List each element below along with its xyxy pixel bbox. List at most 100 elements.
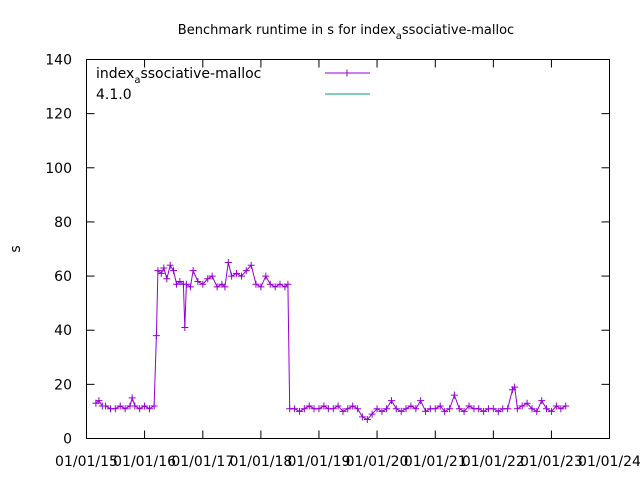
data-point-indexassociative-malloc-51 (291, 405, 299, 413)
data-point-indexassociative-malloc-61 (339, 407, 347, 415)
data-point-indexassociative-malloc-87 (465, 402, 473, 410)
data-point-indexassociative-malloc-29 (194, 277, 202, 285)
data-point-indexassociative-malloc-77 (417, 397, 425, 405)
data-point-indexassociative-malloc-71 (388, 397, 396, 405)
data-point-indexassociative-malloc-52 (296, 407, 304, 415)
y-tick-label-40: 40 (54, 323, 72, 339)
data-point-indexassociative-malloc-70 (383, 405, 391, 413)
data-point-indexassociative-malloc-103 (538, 397, 546, 405)
data-point-indexassociative-malloc-97 (511, 383, 519, 391)
legend-label-4-1-0: 4.1.0 (96, 87, 132, 103)
data-point-indexassociative-malloc-63 (349, 402, 357, 410)
data-point-indexassociative-malloc-49 (284, 280, 292, 288)
data-point-indexassociative-malloc-86 (460, 407, 468, 415)
data-point-indexassociative-malloc-81 (436, 402, 444, 410)
legend-label-index-associative-malloc: indexassociative-malloc (96, 66, 261, 86)
data-point-indexassociative-malloc-74 (402, 405, 410, 413)
data-point-indexassociative-malloc-92 (489, 405, 497, 413)
data-point-indexassociative-malloc-35 (221, 283, 229, 291)
data-point-indexassociative-malloc-20 (166, 261, 174, 269)
data-point-indexassociative-malloc-73 (397, 407, 405, 415)
data-point-indexassociative-malloc-26 (182, 280, 190, 288)
data-point-indexassociative-malloc-6 (116, 402, 124, 410)
data-point-indexassociative-malloc-83 (446, 405, 454, 413)
data-point-indexassociative-malloc-25 (181, 324, 189, 332)
data-point-indexassociative-malloc-76 (412, 405, 420, 413)
data-point-indexassociative-malloc-104 (542, 405, 550, 413)
x-tick-labels: 01/01/1501/01/1601/01/1701/01/1801/01/19… (55, 454, 640, 470)
data-point-indexassociative-malloc-82 (441, 407, 449, 415)
legend-label-rest: ssociative-malloc (140, 66, 261, 82)
data-point-indexassociative-malloc-32 (208, 272, 216, 280)
chart-title: Benchmark runtime in s for indexassociat… (178, 23, 514, 42)
data-point-indexassociative-malloc-56 (315, 405, 323, 413)
chart-title-rest: ssociative-malloc (402, 23, 514, 38)
data-point-indexassociative-malloc-7 (121, 405, 129, 413)
data-point-indexassociative-malloc-98 (513, 405, 521, 413)
data-point-indexassociative-malloc-10 (131, 402, 139, 410)
data-point-indexassociative-malloc-102 (533, 407, 541, 415)
data-point-indexassociative-malloc-75 (407, 402, 415, 410)
data-point-indexassociative-malloc-28 (189, 267, 197, 275)
data-point-indexassociative-malloc-72 (392, 405, 400, 413)
y-tick-label-20: 20 (54, 377, 72, 393)
data-point-indexassociative-malloc-42 (252, 280, 260, 288)
y-tick-label-60: 60 (54, 269, 72, 285)
x-tick-label-2017: 01/01/17 (171, 454, 234, 470)
chart-title-main: Benchmark runtime in s for index (178, 23, 396, 38)
data-point-indexassociative-malloc-17 (157, 269, 165, 277)
data-point-indexassociative-malloc-9 (128, 394, 136, 402)
data-point-indexassociative-malloc-13 (146, 405, 154, 413)
y-tick-label-140: 140 (45, 53, 72, 69)
y-axis-label: s (8, 245, 24, 252)
legend-marker-index-associative-malloc (343, 69, 351, 77)
data-point-indexassociative-malloc-5 (111, 405, 119, 413)
data-point-indexassociative-malloc-67 (368, 410, 376, 418)
data-point-indexassociative-malloc-105 (547, 407, 555, 415)
data-point-indexassociative-malloc-44 (262, 272, 270, 280)
data-point-indexassociative-malloc-107 (557, 405, 565, 413)
axis-ticks (86, 59, 610, 439)
y-tick-labels: 0 20 40 60 80 100 120 140 (45, 53, 72, 448)
x-tick-label-2023: 01/01/23 (520, 454, 583, 470)
data-point-indexassociative-malloc-15 (152, 332, 160, 340)
data-point-indexassociative-malloc-37 (228, 272, 236, 280)
legend-label-subscript: a (134, 75, 140, 86)
data-point-indexassociative-malloc-1 (95, 397, 103, 405)
x-tick-label-2016: 01/01/16 (113, 454, 176, 470)
data-point-indexassociative-malloc-68 (373, 405, 381, 413)
y-tick-label-100: 100 (45, 161, 72, 177)
data-point-indexassociative-malloc-69 (378, 407, 386, 415)
data-point-indexassociative-malloc-31 (204, 275, 212, 283)
data-point-indexassociative-malloc-59 (329, 405, 337, 413)
y-tick-label-80: 80 (54, 215, 72, 231)
data-point-indexassociative-malloc-60 (334, 402, 342, 410)
data-point-indexassociative-malloc-80 (431, 405, 439, 413)
data-point-indexassociative-malloc-27 (186, 283, 194, 291)
legend-label-main: index (96, 66, 134, 82)
data-point-indexassociative-malloc-43 (257, 283, 265, 291)
x-tick-label-2021: 01/01/21 (404, 454, 467, 470)
data-point-indexassociative-malloc-18 (160, 264, 168, 272)
data-point-indexassociative-malloc-19 (163, 275, 171, 283)
data-point-indexassociative-malloc-84 (450, 391, 458, 399)
data-point-indexassociative-malloc-21 (170, 267, 178, 275)
data-point-indexassociative-malloc-12 (141, 402, 149, 410)
data-point-indexassociative-malloc-30 (199, 280, 207, 288)
data-point-indexassociative-malloc-78 (422, 407, 430, 415)
data-point-indexassociative-malloc-33 (213, 283, 221, 291)
chart-title-subscript: a (396, 31, 402, 42)
data-point-indexassociative-malloc-57 (320, 402, 328, 410)
y-tick-label-120: 120 (45, 107, 72, 123)
data-point-indexassociative-malloc-62 (344, 405, 352, 413)
data-point-indexassociative-malloc-106 (552, 402, 560, 410)
data-point-indexassociative-malloc-89 (475, 405, 483, 413)
data-point-indexassociative-malloc-65 (358, 413, 366, 421)
x-tick-label-2024: 01/01/24 (578, 454, 640, 470)
data-point-indexassociative-malloc-64 (354, 405, 362, 413)
data-point-indexassociative-malloc-40 (242, 267, 250, 275)
data-point-indexassociative-malloc-45 (266, 280, 274, 288)
data-point-indexassociative-malloc-108 (562, 402, 570, 410)
data-point-indexassociative-malloc-85 (455, 405, 463, 413)
